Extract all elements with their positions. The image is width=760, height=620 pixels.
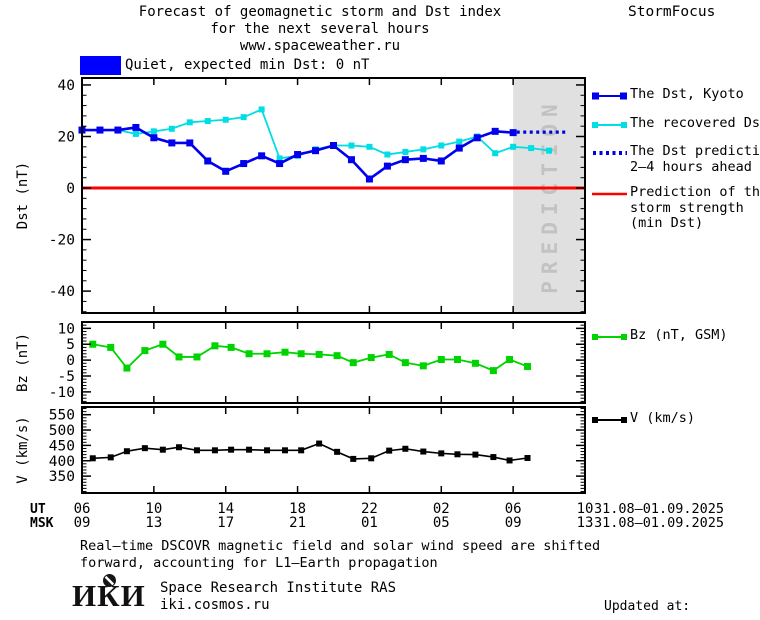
legend-item-bz: Bz (nT, GSM)	[592, 327, 728, 347]
y-tick-label: 350	[49, 469, 75, 485]
storm-strength-marker-icon	[592, 185, 630, 204]
bz-series-line	[92, 343, 528, 372]
storm-status-label: Quiet, expected min Dst: 0 nT	[125, 57, 370, 73]
iki-logo-circle-icon	[103, 574, 116, 587]
bz-marker-icon	[592, 328, 630, 347]
x-tick-label: 09	[74, 515, 91, 531]
x-axis-row-label: UT	[30, 502, 46, 517]
x-tick-label: 18	[289, 501, 306, 517]
x-tick-label: 05	[433, 515, 450, 531]
legend-label: Prediction of the	[630, 184, 760, 200]
iki-logo: ИКИ	[72, 574, 152, 614]
panel-border	[81, 77, 586, 314]
legend-item-v: V (km/s)	[592, 410, 696, 430]
y-tick-label: -5	[58, 369, 75, 385]
legend-label: V (km/s)	[630, 410, 696, 426]
y-tick-label: 400	[49, 454, 75, 470]
y-axis-title: Bz (nT)	[15, 333, 31, 392]
updated-label: Updated at:	[604, 599, 691, 614]
y-axis-title: Dst (nT)	[15, 162, 31, 229]
v-series-markers	[89, 440, 531, 464]
site-link[interactable]: www.spaceweather.ru	[239, 38, 401, 54]
note-line-2: forward, accounting for L1–Earth propaga…	[80, 554, 438, 571]
updated-block: Updated at: UT 06:05, 01.09.2025 MSK 09:…	[604, 566, 760, 620]
prediction-zone-label: PREDICTION	[538, 97, 562, 293]
x-tick-label: 01	[361, 515, 378, 531]
x-axis-date-range: 31.08–01.09.2025	[594, 501, 724, 517]
y-tick-label: 0	[66, 353, 75, 369]
storm-level-swatch	[80, 56, 121, 75]
legend-item-recovered-dst: The recovered Dst	[592, 114, 760, 135]
panel-border	[81, 406, 586, 494]
x-tick-label: 22	[361, 501, 378, 517]
x-tick-label: 21	[289, 515, 306, 531]
y-tick-label: -20	[49, 233, 75, 249]
page-title: Forecast of geomagnetic storm and Dst in…	[78, 4, 562, 55]
x-tick-label: 13	[145, 515, 162, 531]
title-line-2: for the next several hours	[210, 21, 430, 37]
dst-legend: The Dst, Kyoto The recovered Dst The Dst…	[592, 86, 760, 242]
y-tick-label: 40	[58, 78, 75, 94]
legend-label: The Dst, Kyoto	[630, 86, 744, 102]
title-line-1: Forecast of geomagnetic storm and Dst in…	[138, 4, 502, 20]
bz-legend: Bz (nT, GSM)	[592, 327, 728, 347]
legend-label: 2–4 hours ahead	[630, 158, 752, 175]
x-axis-row-label: MSK	[30, 516, 54, 531]
x-tick-label: 06	[74, 501, 91, 517]
y-tick-label: 450	[49, 438, 75, 454]
x-tick-label: 14	[217, 501, 234, 517]
recovered-dst-marker-icon	[592, 116, 630, 135]
institute-site-link[interactable]: iki.cosmos.ru	[160, 597, 270, 613]
x-tick-label: 09	[505, 515, 522, 531]
legend-item-storm-strength: Prediction of the storm strength (min Ds…	[592, 184, 760, 232]
bz-series-markers	[89, 340, 532, 375]
x-tick-label: 06	[505, 501, 522, 517]
y-axis-title: V (km/s)	[15, 416, 31, 483]
y-tick-label: 20	[58, 129, 75, 145]
panel-dst: PREDICTION -40 -20 0 20 40 Dst (nT)	[15, 77, 586, 314]
y-tick-label: -40	[49, 284, 75, 300]
y-tick-label: 500	[49, 423, 75, 439]
x-tick-label: 10	[577, 501, 594, 517]
legend-label: (min Dst)	[630, 215, 704, 231]
legend-label: Bz (nT, GSM)	[630, 327, 728, 343]
x-tick-label: 17	[217, 515, 234, 531]
panel-border	[81, 321, 586, 404]
y-tick-label: 5	[66, 337, 75, 353]
x-tick-label: 10	[145, 501, 162, 517]
legend-label: The Dst prediction	[630, 143, 760, 159]
y-tick-label: 550	[49, 408, 75, 424]
y-tick-label: -10	[49, 385, 75, 401]
x-tick-label: 13	[577, 515, 594, 531]
brand-stormfocus: StormFocus	[628, 4, 716, 20]
y-tick-label: 0	[66, 181, 75, 197]
y-tick-label: 10	[58, 321, 75, 337]
v-marker-icon	[592, 411, 630, 430]
note-line-1: Real–time DSCOVR magnetic field and sola…	[80, 538, 601, 554]
legend-item-dst-kyoto: The Dst, Kyoto	[592, 86, 760, 106]
legend-label: storm strength	[630, 199, 744, 216]
prediction-zone	[513, 78, 585, 313]
legend-label: The recovered Dst	[630, 114, 760, 131]
institute-block: Space Research Institute RAS iki.cosmos.…	[160, 580, 396, 614]
v-series-line	[92, 442, 528, 462]
x-axis-date-range: 31.08–01.09.2025	[594, 515, 724, 531]
v-legend: V (km/s)	[592, 410, 696, 430]
x-tick-label: 02	[433, 501, 450, 517]
legend-item-dst-prediction: The Dst prediction 2–4 hours ahead	[592, 143, 760, 175]
data-shift-note: Real–time DSCOVR magnetic field and sola…	[80, 538, 600, 571]
dst-prediction-marker-icon	[592, 144, 630, 163]
storm-status-banner: Quiet, expected min Dst: 0 nT	[80, 56, 369, 75]
dst-kyoto-marker-icon	[592, 87, 630, 106]
institute-name: Space Research Institute RAS	[160, 580, 397, 596]
